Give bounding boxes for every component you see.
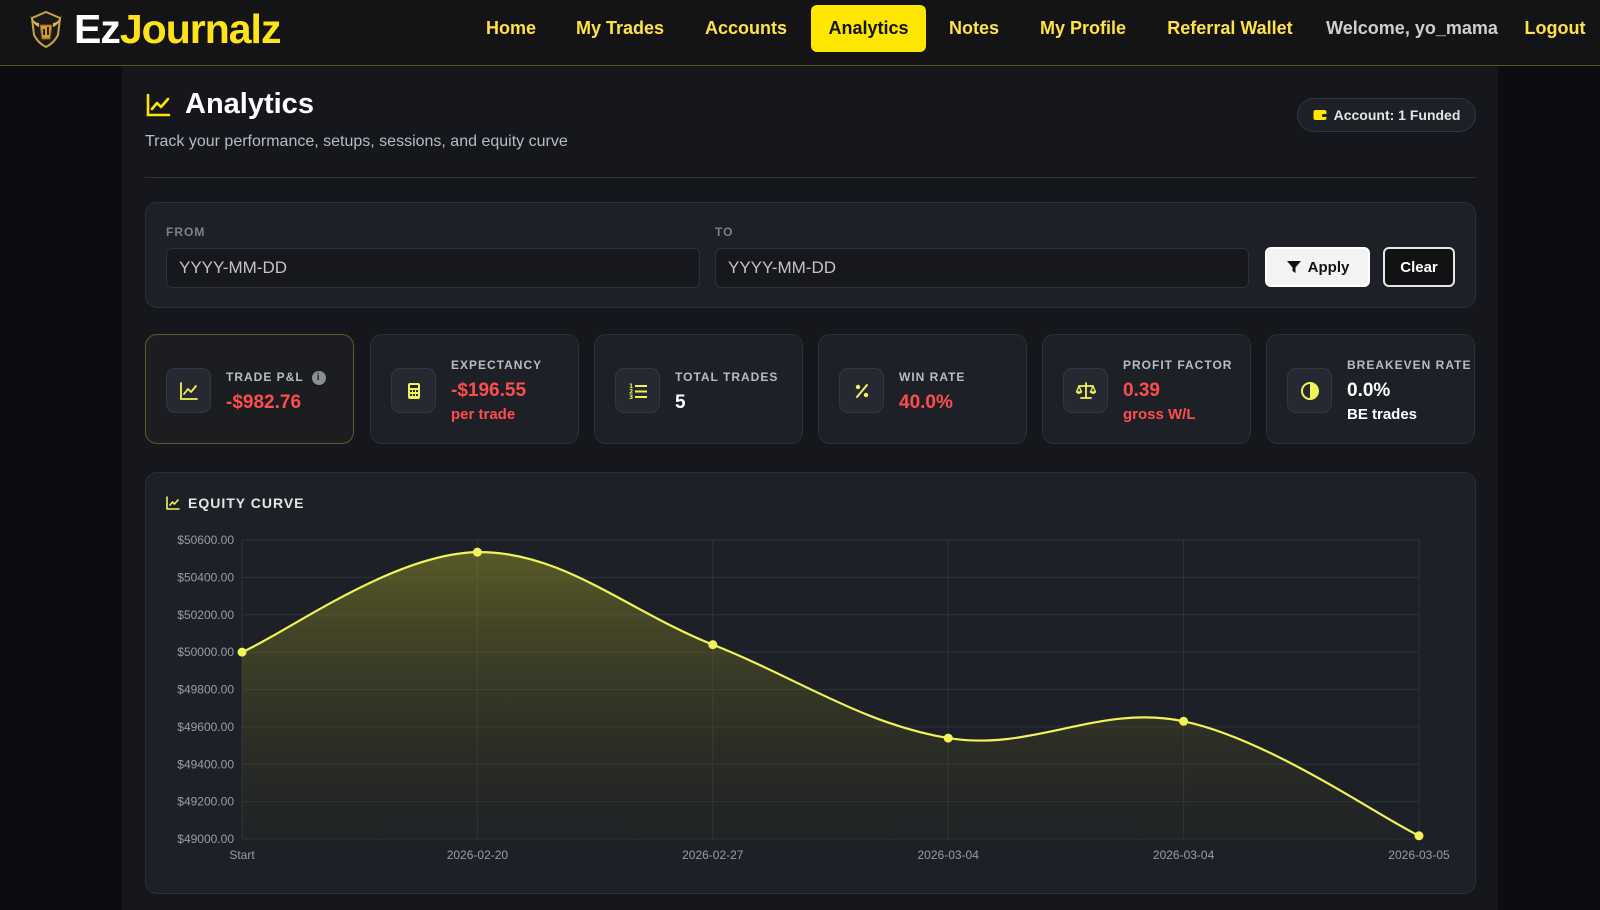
stat-card-breakeven-rate[interactable]: BREAKEVEN RATE 0.0% BE trades: [1266, 334, 1475, 444]
x-tick-label: 2026-02-20: [447, 848, 509, 862]
x-tick-label: 2026-02-27: [682, 848, 744, 862]
stat-label: EXPECTANCY: [451, 358, 543, 372]
equity-point[interactable]: [237, 647, 247, 657]
list-ol-icon: 1 2 3: [629, 383, 647, 401]
equity-area: [242, 552, 1419, 839]
stat-sub: per trade: [451, 406, 516, 423]
x-tick-label: 2026-03-04: [918, 848, 980, 862]
y-tick-label: $49000.00: [177, 832, 234, 846]
stat-value: -$196.55: [451, 380, 527, 401]
half-circle-icon: [1300, 381, 1319, 400]
nav-logout[interactable]: Logout: [1524, 18, 1586, 38]
clear-button[interactable]: Clear: [1383, 247, 1455, 287]
percent-icon: [855, 383, 868, 398]
nav-my-profile[interactable]: My Profile: [1039, 18, 1127, 38]
chart-line-icon: [166, 496, 180, 510]
wallet-icon: [1313, 110, 1327, 120]
svg-text:1: 1: [629, 383, 633, 390]
stat-card-profit-factor[interactable]: PROFIT FACTOR 0.39 gross W/L: [1042, 334, 1251, 444]
equity-point[interactable]: [472, 547, 482, 557]
brand-name-part2: Journalz: [119, 5, 282, 52]
header-divider: [145, 177, 1476, 178]
stat-value: 0.0%: [1347, 380, 1391, 401]
equity-curve-chart: $50600.00 $50400.00 $50200.00 $50000.00 $498…: [177, 533, 1450, 862]
equity-line: [241, 551, 1420, 837]
chart-line-icon: [146, 93, 171, 116]
stat-card-total-trades[interactable]: 1 2 3 TOTAL TRADES 5: [594, 334, 803, 444]
stat-label: PROFIT FACTOR: [1123, 358, 1233, 372]
apply-label: Apply: [1307, 258, 1350, 276]
equity-point[interactable]: [943, 733, 953, 743]
welcome-text: Welcome, yo_mama: [1326, 18, 1498, 38]
brand-logo[interactable]: Ez Journalz: [26, 5, 282, 52]
date-filter: FROM TO Apply Clear: [145, 202, 1476, 308]
equity-point[interactable]: [708, 640, 718, 650]
x-tick-label: 2026-03-05: [1388, 848, 1450, 862]
y-tick-label: $50000.00: [177, 645, 234, 659]
stat-sub: BE trades: [1347, 406, 1418, 423]
y-tick-label: $49200.00: [177, 795, 234, 809]
page-title: Analytics: [185, 88, 314, 120]
chart-title: EQUITY CURVE: [188, 495, 305, 511]
from-date-input[interactable]: [166, 248, 700, 288]
stat-card-win-rate[interactable]: WIN RATE 40.0%: [818, 334, 1027, 444]
stat-card-trade-pnl[interactable]: TRADE P&L i -$982.76: [145, 334, 354, 444]
top-navbar: Ez Journalz Home My Trades Accounts Analy…: [0, 0, 1600, 66]
svg-text:2: 2: [629, 388, 633, 395]
stat-value: 0.39: [1123, 380, 1160, 401]
stat-value: 40.0%: [899, 392, 953, 413]
y-tick-label: $50600.00: [177, 533, 234, 547]
nav-analytics[interactable]: Analytics: [811, 5, 926, 52]
stat-label: TRADE P&L: [226, 370, 304, 384]
filter-icon: [1286, 261, 1301, 273]
bull-shield-logo-icon: [30, 10, 62, 49]
stat-label: WIN RATE: [899, 370, 966, 384]
page-header: Analytics: [145, 88, 314, 121]
from-label: FROM: [166, 225, 206, 239]
account-badge-label: Account: 1 Funded: [1333, 107, 1461, 123]
account-badge[interactable]: Account: 1 Funded: [1297, 98, 1476, 132]
main-nav: Home My Trades Accounts Analytics Notes …: [0, 5, 1600, 53]
stat-sub: gross W/L: [1123, 406, 1196, 423]
chart-line-icon: [179, 381, 198, 400]
equity-point[interactable]: [1179, 716, 1189, 726]
stat-label: TOTAL TRADES: [675, 370, 779, 384]
equity-curve-card: $50600.00 $50400.00 $50200.00 $50000.00 $498…: [145, 472, 1476, 894]
y-tick-label: $50400.00: [177, 570, 234, 584]
equity-point[interactable]: [1414, 831, 1424, 841]
nav-accounts[interactable]: Accounts: [704, 18, 787, 38]
stat-value: 5: [675, 392, 686, 413]
brand-name-part1: Ez: [74, 5, 121, 52]
nav-home[interactable]: Home: [485, 18, 536, 38]
stat-label: BREAKEVEN RATE: [1347, 358, 1472, 372]
to-date-input[interactable]: [715, 248, 1249, 288]
page-subtitle: Track your performance, setups, sessions…: [145, 133, 568, 150]
x-tick-label: 2026-03-04: [1153, 848, 1215, 862]
svg-text:3: 3: [629, 394, 633, 401]
y-tick-label: $49400.00: [177, 757, 234, 771]
info-icon[interactable]: i: [311, 371, 326, 385]
nav-notes[interactable]: Notes: [948, 18, 999, 38]
stat-card-expectancy[interactable]: EXPECTANCY -$196.55 per trade: [370, 334, 579, 444]
to-label: TO: [715, 225, 734, 239]
y-tick-label: $49600.00: [177, 720, 234, 734]
apply-button[interactable]: Apply: [1265, 247, 1370, 287]
calculator-icon: [407, 382, 420, 399]
nav-my-trades[interactable]: My Trades: [575, 18, 665, 38]
x-tick-label: Start: [229, 848, 255, 862]
nav-referral-wallet[interactable]: Referral Wallet: [1167, 18, 1293, 38]
stat-value: -$982.76: [226, 392, 302, 413]
y-tick-label: $49800.00: [177, 683, 234, 697]
y-tick-label: $50200.00: [177, 608, 234, 622]
scale-icon: [1075, 381, 1096, 399]
